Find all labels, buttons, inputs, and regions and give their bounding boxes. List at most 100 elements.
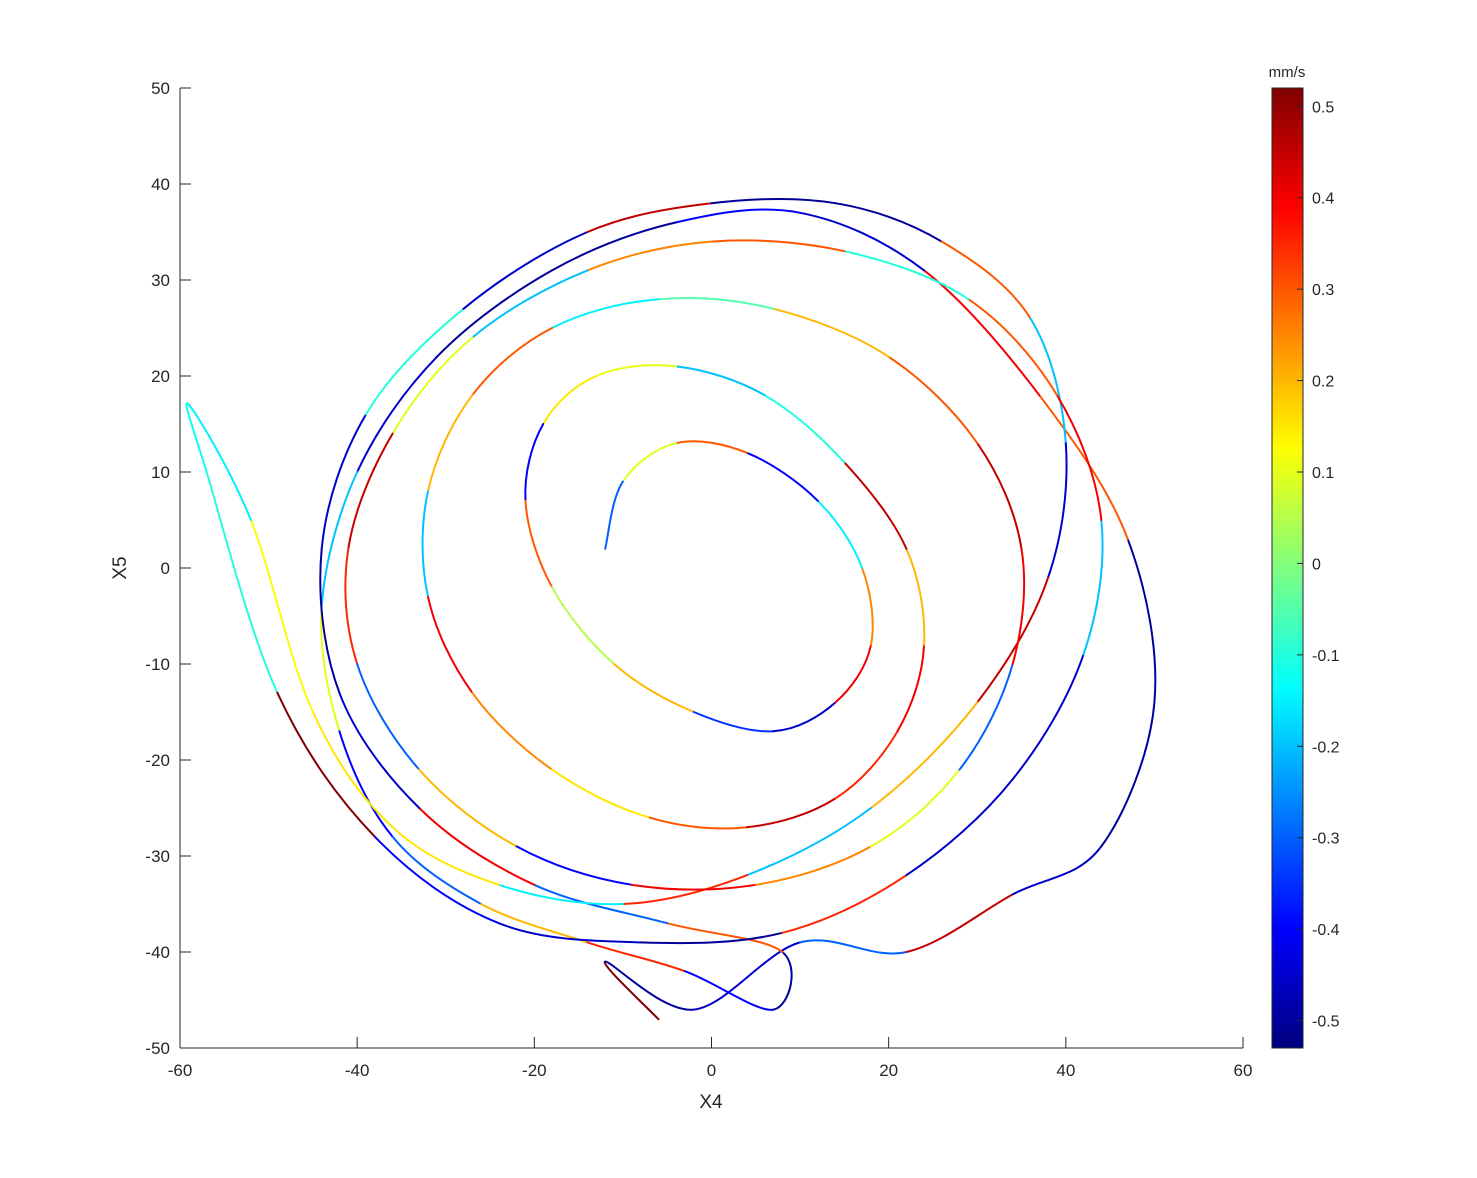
trajectory-segment <box>356 663 421 771</box>
trajectory-segment <box>843 461 908 550</box>
colorbar-tick-label: 0.3 <box>1312 282 1334 299</box>
trajectory-segment <box>843 250 970 301</box>
trajectory-segment <box>586 202 713 233</box>
x-axis-ticks: -60 -40 -20 0 20 40 60 <box>168 1037 1252 1080</box>
trajectory-segment <box>648 816 748 830</box>
x-tick-label: 0 <box>707 1061 716 1080</box>
trajectory-segment <box>745 807 872 877</box>
trajectory-segment <box>905 778 1014 877</box>
trajectory-segment <box>692 941 802 1011</box>
colorbar-tick-label: 0.2 <box>1312 374 1334 391</box>
trajectory-segment <box>604 960 695 1011</box>
x-tick-label: 20 <box>879 1061 898 1080</box>
trajectory-segment <box>205 471 279 694</box>
trajectory-segment <box>276 691 376 838</box>
trajectory-segment <box>613 663 695 713</box>
trajectory-segment <box>816 499 864 569</box>
x-axis-label: X4 <box>699 1092 723 1113</box>
trajectory-segment <box>551 221 678 272</box>
trajectory-segment <box>249 519 314 713</box>
plot-area: -60 -40 -20 0 20 40 60 50 40 30 20 10 0 -10 -20 -30 -40… <box>110 79 1252 1113</box>
trajectory-segment <box>1011 845 1103 896</box>
axes <box>179 88 1243 1049</box>
trajectory-segment <box>1056 394 1103 521</box>
trajectory-segment <box>595 364 678 377</box>
y-axis-label: X5 <box>110 556 131 579</box>
x-tick-label: -60 <box>168 1061 193 1080</box>
colorbar-tick-label: 0.5 <box>1312 99 1334 116</box>
trajectory-segment <box>427 394 474 493</box>
colorbar-tick-label: 0 <box>1312 556 1321 573</box>
trajectory-segment <box>497 883 624 906</box>
trajectory-segment <box>427 595 474 694</box>
y-tick-label: 50 <box>151 79 170 98</box>
colorbar-tick-label: 0.4 <box>1312 191 1334 208</box>
trajectory-segment <box>976 576 1050 704</box>
trajectory-segment <box>391 835 483 905</box>
trajectory-segment <box>621 442 678 483</box>
trajectory-segment <box>551 586 616 665</box>
y-tick-label: 40 <box>151 175 170 194</box>
trajectory-segment <box>320 413 367 550</box>
y-axis-ticks: 50 40 30 20 10 0 -10 -20 -30 -40 -50 <box>145 79 191 1058</box>
trajectory-segment <box>905 547 926 646</box>
y-tick-label: -20 <box>145 751 170 770</box>
colorbar-tick-label: -0.4 <box>1312 922 1340 939</box>
trajectory-segment <box>320 605 341 733</box>
trajectory-segment <box>524 423 545 502</box>
trajectory-segment <box>675 440 748 454</box>
colorbar-title: mm/s <box>1269 64 1306 81</box>
trajectory-segment <box>421 490 429 598</box>
y-tick-label: -10 <box>145 655 170 674</box>
trajectory-segment <box>772 701 837 733</box>
y-tick-label: -50 <box>145 1039 170 1058</box>
trajectory-segment <box>471 269 589 339</box>
x-tick-label: 40 <box>1056 1061 1075 1080</box>
trajectory-segment <box>763 394 846 464</box>
trajectory-segment <box>373 835 500 925</box>
trajectory-segment <box>435 269 553 358</box>
trajectory-segment <box>1038 394 1129 541</box>
trajectory-segment <box>781 874 908 934</box>
trajectory-segment <box>861 567 874 646</box>
trajectory-segment <box>799 211 926 272</box>
trajectory-segment <box>542 375 598 425</box>
trajectory-segment <box>338 691 421 809</box>
trajectory-segment <box>586 240 713 272</box>
trajectory-segment <box>976 442 1023 550</box>
trajectory-segment <box>365 307 465 416</box>
trajectory-segment <box>834 730 899 800</box>
colorbar-tick-label: -0.1 <box>1312 648 1340 665</box>
trajectory-segment <box>1029 317 1067 445</box>
colorbar: 0.5 0.4 0.3 0.2 0.1 0 -0.1 -0.2 -0.3 -0.4 -0.5 mm/… <box>1269 64 1340 1049</box>
trajectory-segment <box>1011 547 1026 665</box>
trajectory-segment <box>958 663 1014 771</box>
trajectory-segment <box>675 365 766 397</box>
y-tick-label: 0 <box>161 559 170 578</box>
trajectory-segment <box>604 480 624 550</box>
trajectory-segment <box>462 231 589 310</box>
colorbar-tick-label: 0.1 <box>1312 465 1334 482</box>
trajectory-segment <box>187 403 252 521</box>
trajectory-segment <box>754 845 872 886</box>
trajectory-segment <box>497 922 642 944</box>
trajectory-segment <box>1011 653 1085 781</box>
y-tick-label: 30 <box>151 271 170 290</box>
trajectory-segment <box>923 269 1041 397</box>
trajectory-segment <box>710 239 846 253</box>
trajectory-segment <box>524 499 553 589</box>
trajectory-segment <box>586 941 686 973</box>
trajectory-segment <box>319 547 341 694</box>
trajectory-segment <box>630 883 757 891</box>
y-tick-label: 10 <box>151 463 170 482</box>
trajectory-segment <box>344 547 359 665</box>
y-tick-label: -30 <box>145 847 170 866</box>
trajectory-segment <box>896 643 926 733</box>
trajectory-segment <box>471 691 553 771</box>
trajectory-segment <box>551 298 660 329</box>
trajectory-segment <box>799 939 908 955</box>
trajectory-segment <box>834 643 872 704</box>
trajectory-segment <box>657 297 775 310</box>
trajectory-segment <box>905 893 1014 953</box>
trajectory-segment <box>356 355 438 473</box>
